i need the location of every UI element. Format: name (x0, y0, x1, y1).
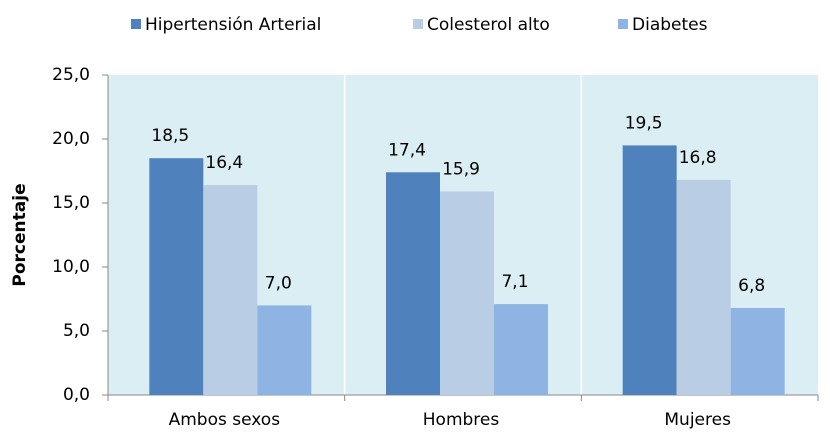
legend-swatch (131, 19, 141, 29)
y-tick-label: 20,0 (52, 129, 90, 149)
data-label: 16,8 (679, 148, 717, 168)
bar (730, 307, 785, 395)
data-label: 19,5 (625, 113, 663, 133)
legend-swatch (413, 19, 423, 29)
bar (494, 304, 548, 395)
data-label: 6,8 (738, 276, 765, 296)
legend-label: Colesterol alto (427, 15, 550, 35)
y-tick-label: 10,0 (52, 257, 90, 277)
data-label: 16,4 (205, 153, 243, 173)
legend-swatch (618, 19, 628, 29)
x-tick-label: Hombres (423, 410, 500, 430)
y-tick-label: 5,0 (63, 321, 90, 341)
bar (386, 172, 440, 395)
y-tick-label: 0,0 (63, 385, 90, 405)
bar (440, 191, 494, 395)
legend-label: Diabetes (632, 15, 708, 35)
legend-label: Hipertensión Arterial (145, 15, 321, 35)
bar (149, 158, 204, 395)
data-label: 7,1 (501, 272, 528, 292)
data-label: 18,5 (151, 126, 189, 146)
bar (257, 305, 312, 395)
x-tick-label: Ambos sexos (169, 410, 281, 430)
data-label: 15,9 (442, 159, 480, 179)
y-axis-label: Porcentaje (10, 183, 30, 286)
y-tick-label: 25,0 (52, 65, 90, 85)
data-label: 7,0 (265, 273, 292, 293)
y-tick-label: 15,0 (52, 193, 90, 213)
x-tick-label: Mujeres (664, 410, 731, 430)
data-label: 17,4 (388, 140, 426, 160)
bar (676, 179, 731, 395)
bar (622, 145, 677, 395)
bar (203, 185, 258, 395)
